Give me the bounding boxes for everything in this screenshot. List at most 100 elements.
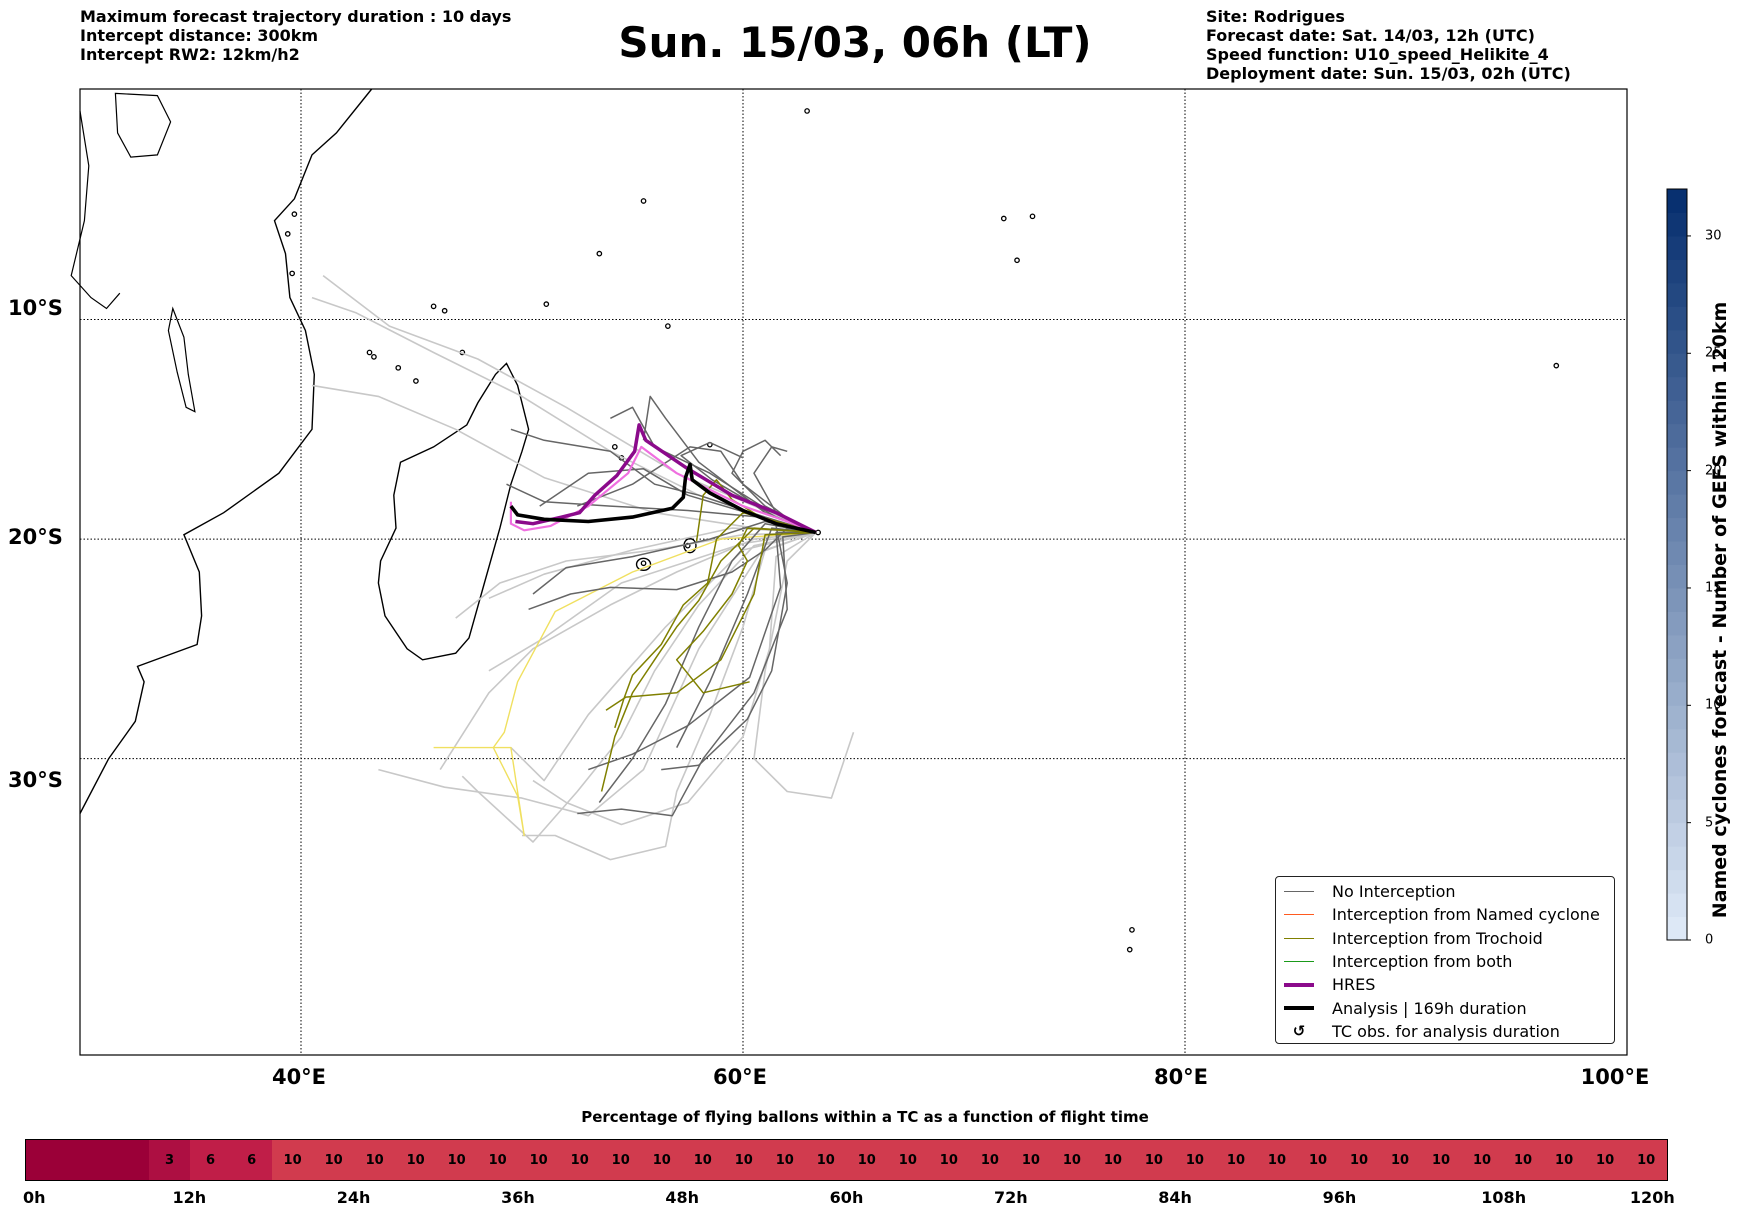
- timebar-cell: 10: [1256, 1140, 1298, 1180]
- legend-label: TC obs. for analysis duration: [1332, 1021, 1560, 1041]
- colorbar-tick-label: 0: [1705, 932, 1714, 948]
- legend-swatch: [1284, 961, 1314, 963]
- ensemble-trajectory-light: [753, 531, 855, 799]
- ensemble-trajectory-light: [461, 531, 817, 843]
- timebar-cell: 10: [1215, 1140, 1257, 1180]
- timebar-cell: 6: [231, 1140, 273, 1180]
- timebar: 3 6 6 10 10 10 10 10 10 10 10 10 10 10 10 10 10 10 10 10 10 1…: [25, 1139, 1668, 1181]
- timebar-cell: 10: [1092, 1140, 1134, 1180]
- timebar-tick-label: 108h: [1481, 1188, 1527, 1207]
- timebar-cell: 10: [313, 1140, 355, 1180]
- timebar-cell: 10: [764, 1140, 806, 1180]
- ensemble-trajectory-light: [439, 531, 816, 771]
- timebar-cell: 10: [1625, 1140, 1667, 1180]
- page-title: Sun. 15/03, 06h (LT): [618, 18, 1092, 67]
- colorbar-segment: [1667, 658, 1687, 683]
- colorbar-segment: [1667, 705, 1687, 730]
- lat-label-10s: 10°S: [8, 296, 63, 320]
- timebar-cell: 10: [682, 1140, 724, 1180]
- colorbar-segment: [1667, 517, 1687, 542]
- timebar-cell: 10: [805, 1140, 847, 1180]
- colorbar-segment: [1667, 541, 1687, 565]
- lake-tanganyika-outline: [70, 110, 121, 310]
- timebar-tick-label: 60h: [829, 1188, 864, 1207]
- colorbar-segment: [1667, 189, 1687, 213]
- colorbar-segment: [1667, 259, 1687, 284]
- colorbar-tick-label: 20: [1705, 463, 1722, 479]
- timebar-cell: 10: [1502, 1140, 1544, 1180]
- timebar-cell: 10: [559, 1140, 601, 1180]
- ensemble-trajectory-no-interception: [510, 428, 817, 534]
- hres-trajectory: [515, 423, 817, 535]
- colorbar-segment: [1667, 212, 1687, 237]
- colorbar-segment: [1667, 728, 1687, 753]
- colorbar-segment: [1667, 494, 1687, 519]
- timebar-tick-label: 12h: [172, 1188, 207, 1207]
- lake-malawi-outline: [167, 306, 196, 413]
- island-outline: [366, 349, 373, 356]
- legend-label: No Interception: [1332, 882, 1456, 902]
- lon-label-60e: 60°E: [712, 1065, 768, 1089]
- colorbar-tick-label: 10: [1705, 697, 1722, 713]
- colorbar-segment: [1667, 423, 1687, 448]
- colorbar-segment: [1667, 470, 1687, 495]
- timebar-cell: 10: [1379, 1140, 1421, 1180]
- timebar-tick-label: 36h: [501, 1188, 535, 1207]
- island-outline: [596, 250, 603, 257]
- timebar-tick-label: 24h: [336, 1188, 371, 1207]
- legend-item: Interception from both: [1284, 950, 1606, 973]
- legend-label: Analysis | 169h duration: [1332, 998, 1527, 1018]
- timebar-cell: 10: [272, 1140, 314, 1180]
- legend-item: ↺ TC obs. for analysis duration: [1284, 1020, 1606, 1043]
- legend-item: HRES: [1284, 973, 1606, 996]
- island-outline: [395, 364, 402, 371]
- island-outline: [1000, 215, 1007, 222]
- timebar-cell: 10: [1420, 1140, 1462, 1180]
- island-outline: [804, 108, 810, 114]
- colorbar-tick-label: 30: [1705, 228, 1722, 244]
- timebar-tick-label: 120h: [1629, 1188, 1675, 1207]
- ensemble-trajectory-light: [378, 531, 817, 817]
- colorbar-segment: [1667, 799, 1687, 824]
- africa-coastline: [79, 88, 373, 814]
- island-outline: [430, 303, 437, 310]
- lon-label-100e: 100°E: [1580, 1065, 1650, 1089]
- timebar-cell: 10: [969, 1140, 1011, 1180]
- ensemble-trajectory-yellow: [433, 531, 816, 837]
- header-left-line-0: Maximum forecast trajectory duration : 1…: [80, 7, 512, 26]
- ensemble-trajectory-pink: [509, 445, 817, 534]
- timebar-cell: 10: [395, 1140, 437, 1180]
- island-outline: [1129, 927, 1135, 933]
- legend-item: Interception from Named cyclone: [1284, 903, 1606, 926]
- timebar-title: Percentage of flying ballons within a TC…: [581, 1108, 1149, 1126]
- timebar-cell: 10: [1174, 1140, 1216, 1180]
- timebar-cell: 10: [600, 1140, 642, 1180]
- timebar-cell: 10: [518, 1140, 560, 1180]
- timebar-tick-label: 96h: [1322, 1188, 1357, 1207]
- timebar-cell: [26, 1140, 68, 1180]
- colorbar-segment: [1667, 775, 1687, 800]
- map-legend: No Interception Interception from Named c…: [1275, 876, 1615, 1044]
- timebar-cell: 10: [846, 1140, 888, 1180]
- timebar-cell: 10: [1051, 1140, 1093, 1180]
- legend-label: Interception from Named cyclone: [1332, 905, 1600, 925]
- colorbar-segment: [1667, 846, 1687, 871]
- legend-swatch: [1284, 891, 1314, 893]
- timebar-tick-label: 48h: [665, 1188, 700, 1207]
- timebar-cell: 10: [1461, 1140, 1503, 1180]
- legend-item: Interception from Trochoid: [1284, 927, 1606, 950]
- madagascar-coastline: [377, 362, 530, 661]
- colorbar-segment: [1667, 822, 1687, 847]
- colorbar-tick-label: 15: [1705, 580, 1722, 596]
- legend-label: Interception from Trochoid: [1332, 928, 1543, 948]
- colorbar-segment: [1667, 329, 1687, 354]
- colorbar-segment: [1667, 634, 1687, 659]
- lon-label-80e: 80°E: [1153, 1065, 1209, 1089]
- colorbar-segment: [1667, 587, 1687, 612]
- ensemble-trajectory-light: [532, 531, 817, 826]
- legend-swatch: [1284, 982, 1314, 987]
- colorbar-segment: [1667, 400, 1687, 425]
- lon-label-40e: 40°E: [271, 1065, 327, 1089]
- ensemble-trajectory-trochoid: [600, 527, 816, 792]
- legend-label: HRES: [1332, 975, 1376, 995]
